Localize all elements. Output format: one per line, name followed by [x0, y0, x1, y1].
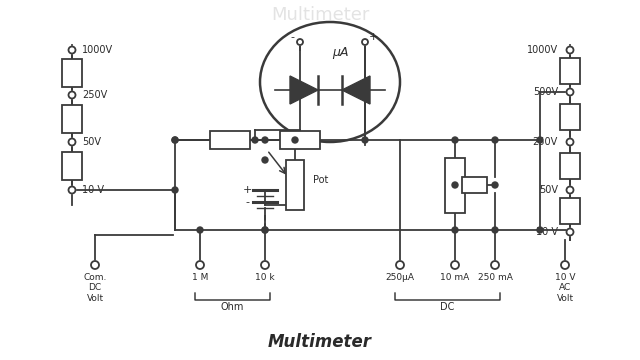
Text: 250V: 250V [532, 137, 558, 147]
Circle shape [68, 91, 76, 99]
Circle shape [452, 182, 458, 188]
Bar [560, 198, 580, 224]
Circle shape [297, 39, 303, 45]
Circle shape [566, 139, 573, 145]
Text: Multimeter: Multimeter [271, 6, 369, 24]
Text: Ohm: Ohm [221, 302, 244, 312]
Bar [210, 131, 250, 149]
Circle shape [262, 227, 268, 233]
Circle shape [172, 187, 178, 193]
Circle shape [68, 186, 76, 194]
Text: 250V: 250V [82, 90, 108, 100]
Circle shape [451, 261, 459, 269]
Circle shape [252, 137, 258, 143]
Circle shape [492, 137, 498, 143]
Text: 1000V: 1000V [82, 45, 113, 55]
Circle shape [492, 182, 498, 188]
Text: DC: DC [440, 302, 454, 312]
Circle shape [566, 89, 573, 95]
Circle shape [492, 227, 498, 233]
Text: 250 mA: 250 mA [477, 273, 513, 282]
Text: 1 M: 1 M [192, 273, 208, 282]
Circle shape [197, 227, 203, 233]
Text: +: + [243, 185, 252, 195]
Bar [445, 158, 465, 212]
Text: -: - [245, 197, 249, 207]
Circle shape [396, 261, 404, 269]
Circle shape [452, 227, 458, 233]
Circle shape [172, 137, 178, 143]
Text: 50V: 50V [82, 137, 101, 147]
Bar [62, 152, 82, 180]
Text: 10 k: 10 k [255, 273, 275, 282]
Polygon shape [290, 76, 318, 104]
Text: 50V: 50V [539, 185, 558, 195]
Circle shape [261, 261, 269, 269]
Circle shape [91, 261, 99, 269]
Bar [560, 104, 580, 130]
Text: Multimeter: Multimeter [268, 333, 372, 351]
Circle shape [262, 157, 268, 163]
Bar [286, 160, 304, 210]
Circle shape [452, 137, 458, 143]
Circle shape [566, 46, 573, 54]
Ellipse shape [260, 22, 400, 142]
Text: μA: μA [332, 45, 348, 59]
Circle shape [362, 39, 368, 45]
Circle shape [561, 261, 569, 269]
Circle shape [68, 46, 76, 54]
Circle shape [172, 137, 178, 143]
Bar [62, 104, 82, 132]
Circle shape [362, 137, 368, 143]
Text: 10 V: 10 V [82, 185, 104, 195]
Polygon shape [342, 76, 370, 104]
Text: -: - [290, 32, 294, 42]
Text: +: + [368, 32, 378, 42]
Text: 10 mA: 10 mA [440, 273, 470, 282]
Text: Pot: Pot [313, 175, 328, 185]
Circle shape [68, 139, 76, 145]
Circle shape [491, 261, 499, 269]
Circle shape [566, 186, 573, 194]
Text: 250μA: 250μA [385, 273, 415, 282]
Text: 10 V: 10 V [536, 227, 558, 237]
Text: Com.
DC
Volt: Com. DC Volt [83, 273, 107, 303]
Circle shape [292, 137, 298, 143]
Text: 500V: 500V [533, 87, 558, 97]
Bar [560, 58, 580, 84]
Circle shape [566, 229, 573, 235]
Circle shape [262, 227, 268, 233]
Bar [62, 59, 82, 86]
Circle shape [537, 137, 543, 143]
Circle shape [537, 227, 543, 233]
Text: 1000V: 1000V [527, 45, 558, 55]
Circle shape [196, 261, 204, 269]
Text: 10 V
AC
Volt: 10 V AC Volt [555, 273, 575, 303]
Bar [463, 177, 488, 193]
Bar [280, 131, 320, 149]
Circle shape [262, 137, 268, 143]
Bar [560, 153, 580, 179]
